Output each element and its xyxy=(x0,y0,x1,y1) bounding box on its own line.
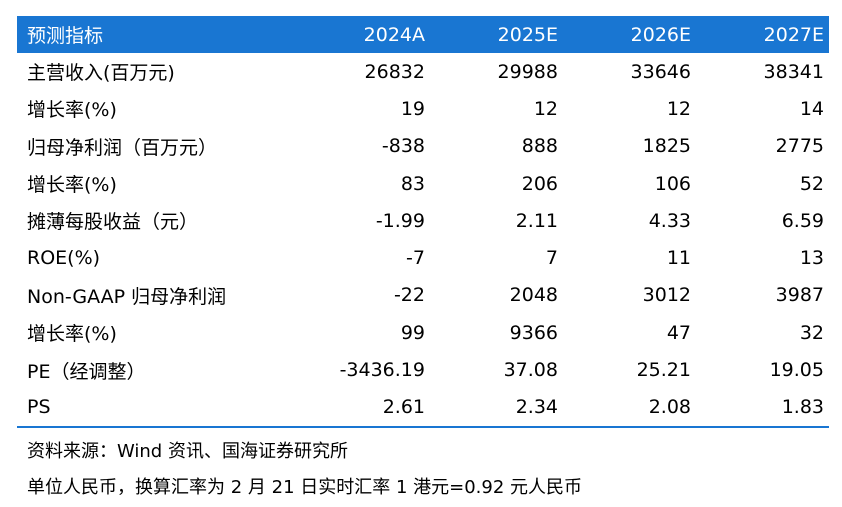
cell-value: 3012 xyxy=(642,284,691,307)
cell-value: 14 xyxy=(799,97,824,120)
table-notes: 资料来源：Wind 资讯、国海证券研究所 单位人民币，换算汇率为 2 月 21 … xyxy=(27,434,582,506)
row-label: ROE(%) xyxy=(27,247,101,270)
cell-value: 12 xyxy=(666,97,691,120)
cell-value: 52 xyxy=(799,172,824,195)
cell-value: 2775 xyxy=(775,135,824,158)
cell-value: 47 xyxy=(666,321,691,344)
table-row: 增长率(%) 83 206 106 52 xyxy=(17,165,829,202)
table-row: 摊薄每股收益（元） -1.99 2.11 4.33 6.59 xyxy=(17,202,829,239)
table-row: PS 2.61 2.34 2.08 1.83 xyxy=(17,388,829,428)
cell-value: 32 xyxy=(799,321,824,344)
cell-value: 83 xyxy=(400,172,425,195)
cell-value: 12 xyxy=(533,97,558,120)
cell-value: 888 xyxy=(521,135,558,158)
cell-value: 4.33 xyxy=(648,209,691,232)
table-row: PE（经调整） -3436.19 37.08 25.21 19.05 xyxy=(17,351,829,388)
cell-value: 206 xyxy=(521,172,558,195)
cell-value: 26832 xyxy=(364,60,425,83)
cell-value: 1.83 xyxy=(696,388,829,428)
row-label: 主营收入(百万元) xyxy=(27,62,175,85)
source-note: 资料来源：Wind 资讯、国海证券研究所 xyxy=(27,441,348,462)
cell-value: 33646 xyxy=(630,60,691,83)
unit-note: 单位人民币，换算汇率为 2 月 21 日实时汇率 1 港元=0.92 元人民币 xyxy=(27,477,583,498)
cell-value: 2.11 xyxy=(515,209,558,232)
cell-value: 13 xyxy=(799,247,824,270)
cell-value: 2.61 xyxy=(297,388,430,428)
cell-value: -22 xyxy=(393,284,425,307)
cell-value: 1825 xyxy=(642,135,691,158)
row-label: 摊薄每股收益（元） xyxy=(27,211,199,234)
cell-value: -1.99 xyxy=(375,209,425,232)
table-row: 增长率(%) 19 12 12 14 xyxy=(17,90,829,127)
row-label: 增长率(%) xyxy=(27,174,117,197)
cell-value: 11 xyxy=(666,247,691,270)
header-indicator: 预测指标 xyxy=(17,16,297,53)
cell-value: 38341 xyxy=(763,60,824,83)
cell-value: 6.59 xyxy=(781,209,824,232)
row-label: 增长率(%) xyxy=(27,323,117,346)
header-2027e: 2027E xyxy=(696,16,829,53)
forecast-table-container: 预测指标 2024A 2025E 2026E 2027E 主营收入(百万元) 2… xyxy=(17,16,829,428)
row-label: PS xyxy=(17,388,297,428)
row-label: PE（经调整） xyxy=(27,360,146,383)
cell-value: 37.08 xyxy=(503,359,558,382)
cell-value: 19 xyxy=(400,97,425,120)
header-2026e: 2026E xyxy=(563,16,696,53)
cell-value: -7 xyxy=(406,247,425,270)
table-row: ROE(%) -7 7 11 13 xyxy=(17,239,829,276)
cell-value: 106 xyxy=(654,172,691,195)
header-2025e: 2025E xyxy=(430,16,563,53)
cell-value: 99 xyxy=(400,321,425,344)
table-row: Non-GAAP 归母净利润 -22 2048 3012 3987 xyxy=(17,277,829,314)
cell-value: 7 xyxy=(545,247,558,270)
header-row: 预测指标 2024A 2025E 2026E 2027E xyxy=(17,16,829,53)
cell-value: 29988 xyxy=(497,60,558,83)
cell-value: 9366 xyxy=(509,321,558,344)
row-label: 增长率(%) xyxy=(27,99,117,122)
table-row: 增长率(%) 99 9366 47 32 xyxy=(17,314,829,351)
row-label: 归母净利润（百万元） xyxy=(27,136,218,159)
table-row: 归母净利润（百万元） -838 888 1825 2775 xyxy=(17,128,829,165)
cell-value: 2048 xyxy=(509,284,558,307)
cell-value: 19.05 xyxy=(769,359,824,382)
row-label: Non-GAAP 归母净利润 xyxy=(27,285,227,308)
forecast-table: 预测指标 2024A 2025E 2026E 2027E 主营收入(百万元) 2… xyxy=(17,16,829,428)
cell-value: -3436.19 xyxy=(339,359,425,382)
header-2024a: 2024A xyxy=(297,16,430,53)
table-row: 主营收入(百万元) 26832 29988 33646 38341 xyxy=(17,53,829,90)
cell-value: 25.21 xyxy=(636,359,691,382)
cell-value: 2.34 xyxy=(430,388,563,428)
cell-value: -838 xyxy=(381,135,425,158)
cell-value: 2.08 xyxy=(563,388,696,428)
cell-value: 3987 xyxy=(775,284,824,307)
